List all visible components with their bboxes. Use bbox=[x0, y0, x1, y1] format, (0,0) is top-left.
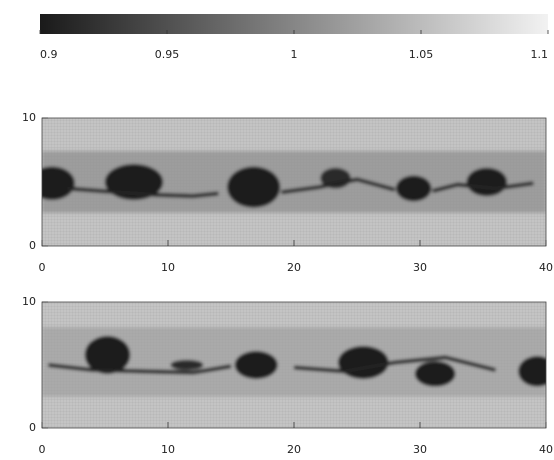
x-tick-label: 30 bbox=[413, 261, 427, 274]
x-tick-label: 20 bbox=[287, 261, 301, 274]
y-tick-label: 0 bbox=[29, 239, 36, 252]
y-tick-label: 10 bbox=[22, 111, 36, 124]
colorbar-tick-label: 0.95 bbox=[155, 48, 180, 61]
x-tick-label: 30 bbox=[413, 443, 427, 456]
colorbar-tick-label: 1.05 bbox=[409, 48, 434, 61]
x-tick-label: 0 bbox=[39, 261, 46, 274]
colorbar bbox=[40, 14, 548, 34]
field-image bbox=[42, 118, 546, 246]
colorbar-tick-label: 1 bbox=[291, 48, 298, 61]
field-image bbox=[42, 302, 546, 428]
x-tick-label: 10 bbox=[161, 261, 175, 274]
y-tick-label: 0 bbox=[29, 421, 36, 434]
x-tick-label: 10 bbox=[161, 443, 175, 456]
colorbar-tick-label: 0.9 bbox=[40, 48, 58, 61]
y-tick-label: 10 bbox=[22, 295, 36, 308]
x-tick-label: 40 bbox=[539, 443, 553, 456]
x-tick-label: 0 bbox=[39, 443, 46, 456]
x-tick-label: 40 bbox=[539, 261, 553, 274]
colorbar-tick-label: 1.1 bbox=[531, 48, 549, 61]
x-tick-label: 20 bbox=[287, 443, 301, 456]
